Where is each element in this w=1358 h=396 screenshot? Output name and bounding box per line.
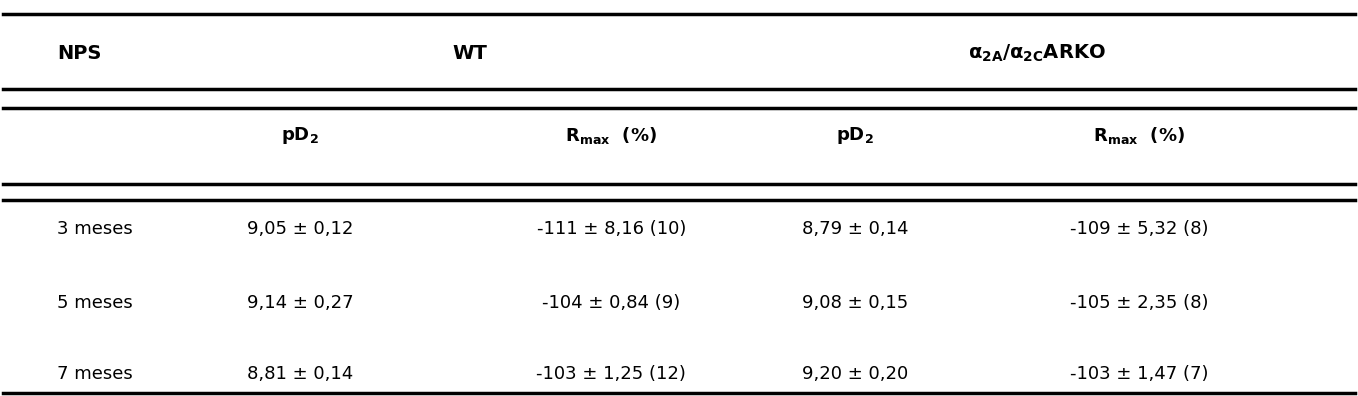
Text: 9,20 ± 0,20: 9,20 ± 0,20 — [801, 365, 909, 383]
Text: 9,05 ± 0,12: 9,05 ± 0,12 — [247, 220, 353, 238]
Text: $\mathbf{\alpha_{2A}/\alpha_{2C}}$$\mathbf{ARKO}$: $\mathbf{\alpha_{2A}/\alpha_{2C}}$$\math… — [968, 43, 1107, 64]
Text: 5 meses: 5 meses — [57, 294, 133, 312]
Text: WT: WT — [452, 44, 486, 63]
Text: -109 ± 5,32 (8): -109 ± 5,32 (8) — [1070, 220, 1209, 238]
Text: 8,79 ± 0,14: 8,79 ± 0,14 — [801, 220, 909, 238]
Text: 8,81 ± 0,14: 8,81 ± 0,14 — [247, 365, 353, 383]
Text: -103 ± 1,25 (12): -103 ± 1,25 (12) — [536, 365, 686, 383]
Text: 3 meses: 3 meses — [57, 220, 133, 238]
Text: $\mathbf{pD_2}$: $\mathbf{pD_2}$ — [281, 125, 319, 146]
Text: 9,14 ± 0,27: 9,14 ± 0,27 — [247, 294, 353, 312]
Text: $\mathbf{R_{max}}$  (%): $\mathbf{R_{max}}$ (%) — [1093, 125, 1184, 146]
Text: $\mathbf{pD_2}$: $\mathbf{pD_2}$ — [837, 125, 873, 146]
Text: 9,08 ± 0,15: 9,08 ± 0,15 — [801, 294, 909, 312]
Text: -104 ± 0,84 (9): -104 ± 0,84 (9) — [542, 294, 680, 312]
Text: $\mathbf{R_{max}}$  (%): $\mathbf{R_{max}}$ (%) — [565, 125, 657, 146]
Text: -111 ± 8,16 (10): -111 ± 8,16 (10) — [536, 220, 686, 238]
Text: -103 ± 1,47 (7): -103 ± 1,47 (7) — [1070, 365, 1209, 383]
Text: NPS: NPS — [57, 44, 102, 63]
Text: -105 ± 2,35 (8): -105 ± 2,35 (8) — [1070, 294, 1209, 312]
Text: 7 meses: 7 meses — [57, 365, 133, 383]
